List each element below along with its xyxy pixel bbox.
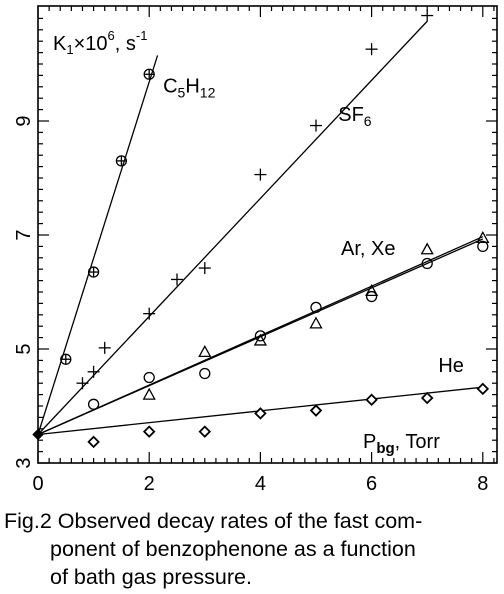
marker-triangle bbox=[476, 231, 490, 244]
data-point-xe bbox=[143, 371, 155, 384]
data-point-xe bbox=[421, 257, 433, 270]
y-tick-label: 3 bbox=[13, 457, 35, 468]
y-tick-label: 5 bbox=[13, 343, 35, 354]
data-point-sf6 bbox=[421, 9, 434, 22]
data-point-he bbox=[365, 393, 378, 407]
marker-diamond bbox=[142, 425, 156, 438]
fit-line-c5h12 bbox=[37, 55, 159, 435]
marker-diamond bbox=[476, 382, 490, 396]
caption-line-3: of bath gas pressure. bbox=[50, 565, 252, 589]
x-tick-label: 6 bbox=[366, 473, 377, 495]
data-point-xe bbox=[477, 240, 489, 253]
data-point-sf6 bbox=[310, 119, 322, 132]
data-point-sf6 bbox=[365, 43, 378, 56]
marker-triangle bbox=[420, 242, 434, 255]
fit-line-sf6 bbox=[37, 20, 428, 435]
data-point-xe bbox=[87, 398, 100, 410]
x-tick-label: 4 bbox=[255, 473, 266, 495]
chart: 0 2 4 6 8 3 5 7 9 K1×106, s-1 Pbg, Torr C5H12 SF6 Ar,… bbox=[13, 5, 498, 495]
marker-circle bbox=[143, 371, 155, 384]
data-point-he bbox=[254, 407, 267, 420]
y-tick-label: 7 bbox=[13, 229, 35, 240]
figure-caption: Fig.2 Observed decay rates of the fast c… bbox=[4, 507, 502, 591]
data-point-ar bbox=[198, 345, 212, 358]
data-point-ar bbox=[142, 387, 156, 400]
x-tick-label: 0 bbox=[32, 473, 43, 495]
data-point-ar bbox=[309, 316, 323, 329]
data-point-he bbox=[142, 425, 156, 438]
data-point-c5h12 bbox=[115, 155, 128, 167]
data-point-ar bbox=[365, 284, 379, 297]
marker-diamond bbox=[254, 407, 267, 420]
x-axis-label: Pbg, Torr bbox=[363, 431, 440, 457]
caption-line-1: Fig.2 Observed decay rates of the fast c… bbox=[4, 509, 423, 533]
marker-diamond bbox=[198, 425, 212, 438]
data-point-he bbox=[476, 382, 490, 396]
marker-circle bbox=[477, 240, 489, 253]
y-tick-label: 9 bbox=[13, 115, 35, 126]
marker-circle bbox=[365, 290, 378, 303]
series-label-sf6: SF6 bbox=[338, 104, 372, 129]
data-point-he bbox=[198, 425, 212, 438]
data-point-he bbox=[87, 435, 100, 449]
data-point-sf6 bbox=[143, 307, 156, 320]
data-point-he bbox=[420, 391, 434, 405]
data-point-ar bbox=[476, 231, 490, 244]
data-point-sf6 bbox=[98, 341, 111, 354]
data-point-xe bbox=[254, 330, 267, 342]
marker-triangle bbox=[142, 387, 156, 400]
marker-circle bbox=[310, 301, 322, 314]
data-point-sf6 bbox=[198, 262, 211, 275]
marker-diamond bbox=[365, 393, 378, 407]
data-point-origin bbox=[32, 428, 44, 441]
marker-diamond bbox=[309, 404, 323, 417]
series-label-he: He bbox=[438, 355, 464, 377]
data-point-xe bbox=[310, 301, 322, 314]
fit-line-xe bbox=[37, 238, 484, 436]
marker-triangle bbox=[198, 345, 212, 358]
data-point-c5h12 bbox=[143, 68, 155, 80]
data-point-sf6 bbox=[87, 365, 100, 378]
data-point-sf6 bbox=[171, 273, 183, 286]
data-point-sf6 bbox=[254, 168, 267, 181]
x-tick-label: 8 bbox=[477, 473, 488, 495]
data-point-he bbox=[309, 404, 323, 417]
marker-triangle bbox=[309, 316, 323, 329]
series-label-arxe: Ar, Xe bbox=[341, 238, 395, 260]
data-point-ar bbox=[420, 242, 434, 255]
y-axis-label: K1×106, s-1 bbox=[53, 28, 147, 57]
x-tick-label: 2 bbox=[144, 473, 155, 495]
data-point-xe bbox=[199, 367, 211, 380]
marker-circle bbox=[421, 257, 433, 270]
marker-diamond bbox=[420, 391, 434, 405]
data-point-c5h12 bbox=[60, 353, 72, 365]
series-label-c5h12: C5H12 bbox=[163, 76, 215, 101]
data-point-sf6 bbox=[76, 377, 89, 390]
marker-circle bbox=[87, 398, 100, 410]
marker-circle bbox=[199, 367, 211, 380]
marker-circle bbox=[254, 330, 267, 342]
data-point-c5h12 bbox=[87, 266, 100, 278]
data-point-xe bbox=[365, 290, 378, 303]
marker-diamond bbox=[87, 435, 100, 449]
marker-triangle bbox=[365, 284, 379, 297]
caption-line-2: ponent of benzophenone as a function bbox=[50, 537, 416, 561]
